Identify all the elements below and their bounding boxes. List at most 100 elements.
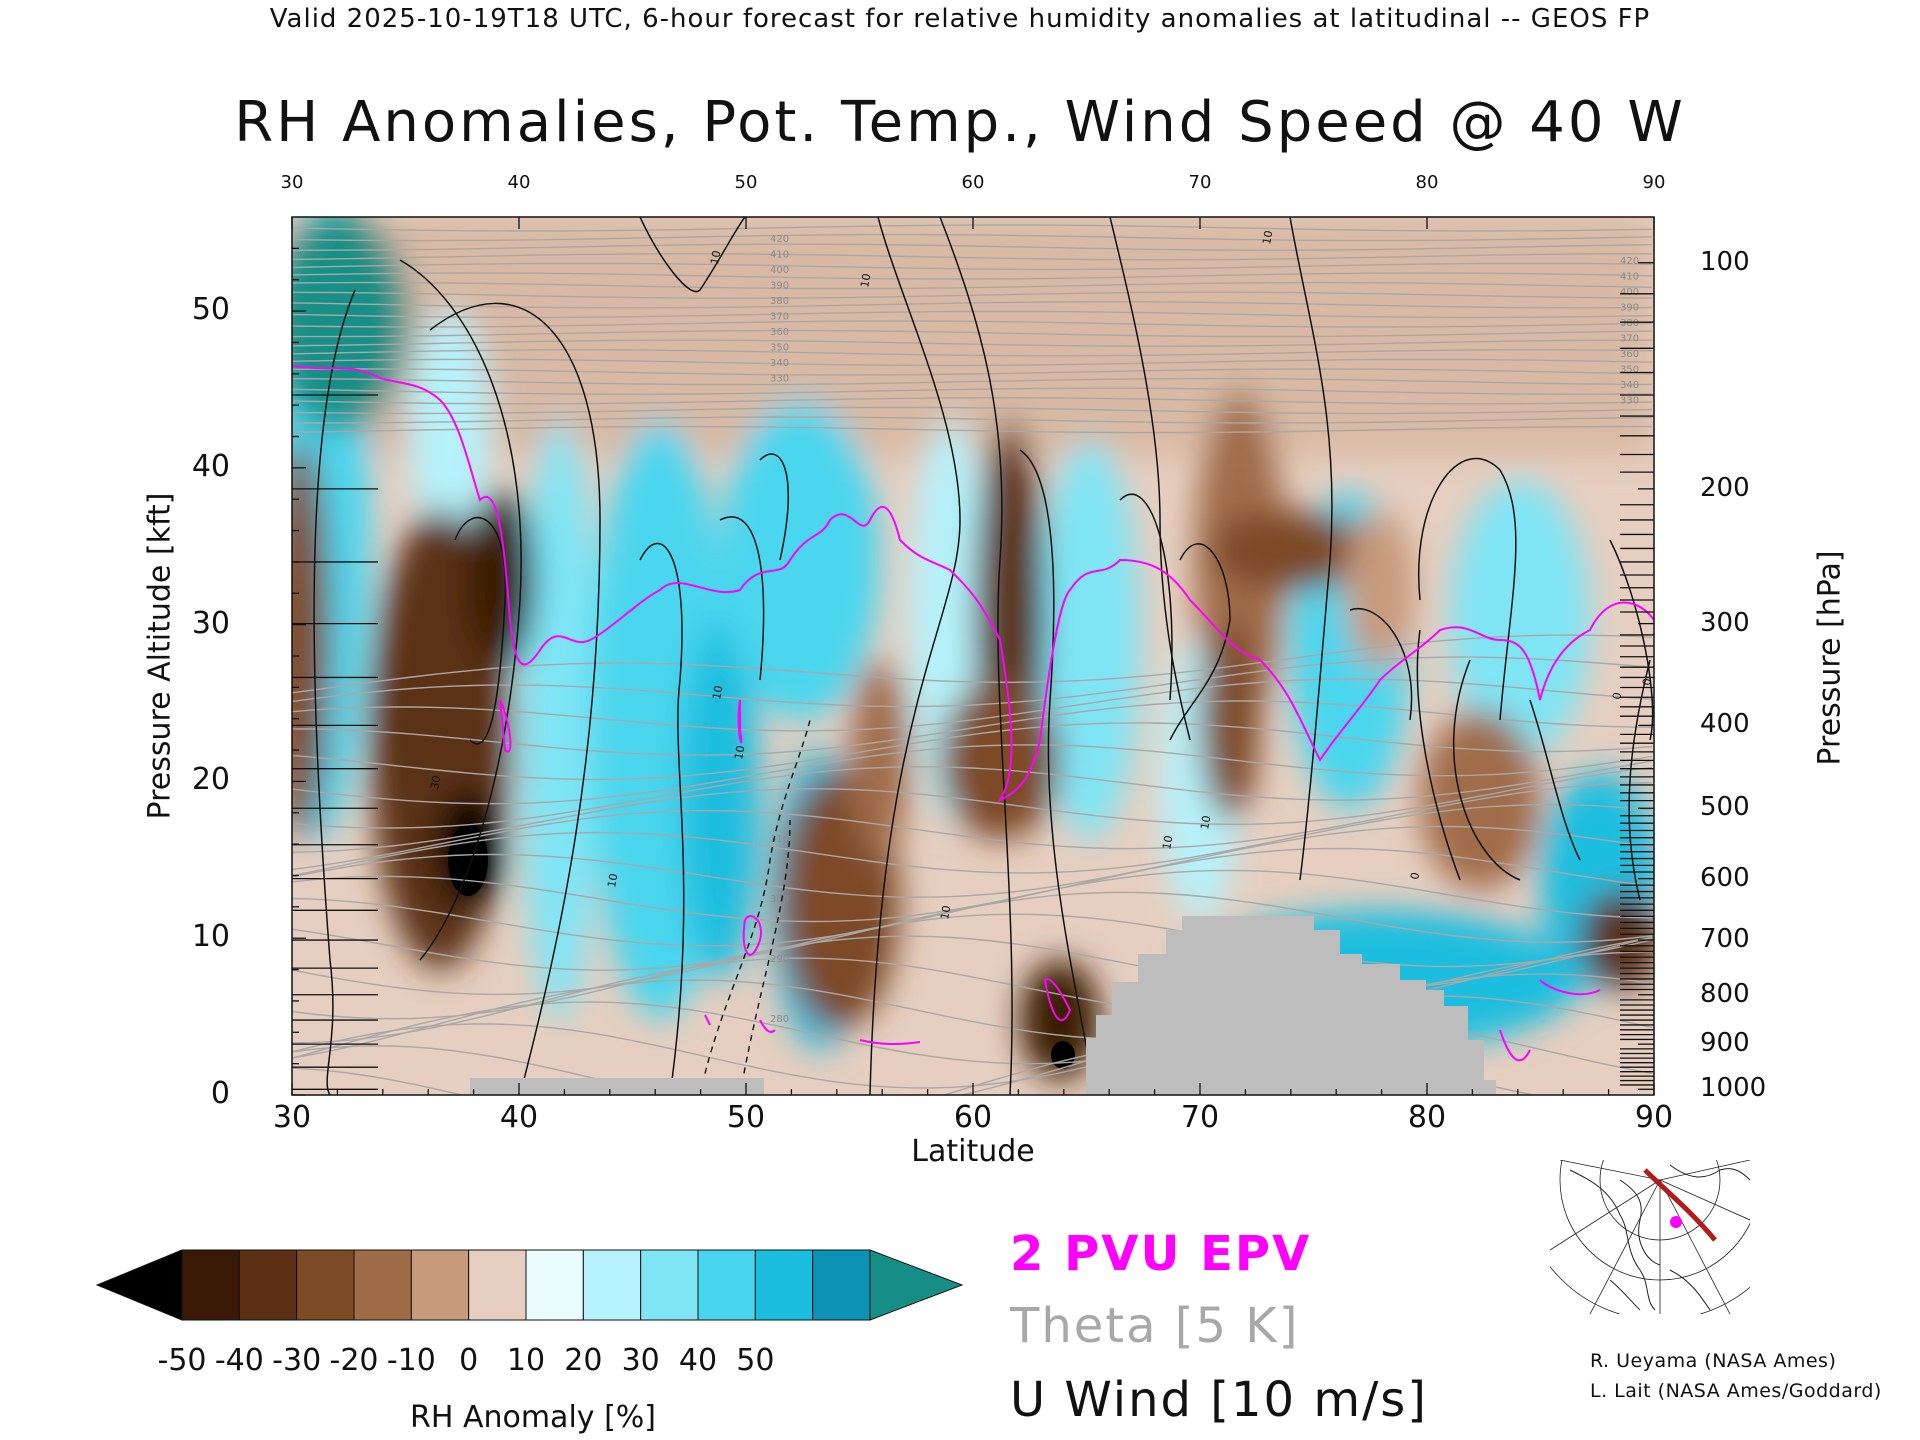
legend-theta: Theta [5 K] bbox=[1010, 1298, 1300, 1354]
x-tick-label-top: 70 bbox=[1188, 172, 1212, 193]
epv-2pvu-contour bbox=[292, 365, 1654, 1062]
u-wind-contours-dashed bbox=[699, 719, 811, 1095]
theta-contour bbox=[292, 416, 1653, 424]
pressure-tick-label: 100 bbox=[1700, 246, 1750, 277]
wind-label: 10 bbox=[1260, 229, 1275, 245]
x-tick-label: 50 bbox=[726, 1100, 766, 1135]
x-tick-label-top: 40 bbox=[507, 172, 531, 193]
colorbar-box bbox=[582, 1249, 642, 1321]
theta-contour bbox=[292, 243, 1653, 251]
x-tick-label: 30 bbox=[272, 1100, 312, 1135]
y-tick-label: 10 bbox=[191, 919, 230, 955]
colorbar-tick-label: -50 bbox=[157, 1343, 207, 1378]
theta-contour bbox=[292, 281, 1653, 290]
theta-label: 280 bbox=[770, 1014, 789, 1025]
theta-contour bbox=[292, 339, 1652, 347]
y-tick-label: 20 bbox=[191, 762, 230, 798]
theta-contour bbox=[292, 782, 1653, 871]
theta-contour bbox=[292, 847, 1653, 923]
theta-contour bbox=[292, 377, 1653, 386]
theta-label-right: 350 bbox=[1620, 365, 1639, 376]
wind-label: 10 bbox=[1198, 814, 1213, 830]
colorbar-box bbox=[812, 1249, 871, 1321]
colorbar-tick-label: 40 bbox=[678, 1343, 718, 1378]
pressure-axis-ticks bbox=[292, 262, 1654, 1090]
theta-contour bbox=[292, 368, 1653, 376]
theta-label-right: 390 bbox=[1620, 303, 1639, 314]
wind-label: 10 bbox=[938, 904, 953, 920]
theta-label: 350 bbox=[770, 343, 789, 354]
credit-line-1: R. Ueyama (NASA Ames) bbox=[1590, 1350, 1837, 1372]
x-tick-label-top: 90 bbox=[1642, 172, 1666, 193]
colorbar-box bbox=[754, 1249, 814, 1321]
x-axis-label: Latitude bbox=[911, 1134, 1035, 1169]
wind-label: 30 bbox=[428, 774, 443, 790]
legend-wind: U Wind [10 m/s] bbox=[1010, 1372, 1429, 1428]
wind-label: 10 bbox=[710, 684, 725, 700]
pressure-tick-label: 700 bbox=[1700, 924, 1750, 955]
x-tick-label: 70 bbox=[1180, 1100, 1220, 1135]
theta-label-right: 380 bbox=[1620, 318, 1639, 329]
wind-label: 0 bbox=[1408, 871, 1422, 880]
theta-contour bbox=[292, 349, 1653, 357]
rh-anomaly-field: 420 420 410 410 400 400 390 390 380 380 370 370 360 3… bbox=[292, 217, 1654, 1095]
theta-label-right: 420 bbox=[1620, 256, 1639, 267]
x-tick-label-top: 60 bbox=[961, 172, 985, 193]
wind-label: 10 bbox=[1160, 834, 1175, 850]
y-axis-ticks bbox=[292, 247, 306, 1096]
y-tick-label: 30 bbox=[191, 605, 230, 641]
theta-label: 380 bbox=[770, 296, 789, 307]
theta-label: 400 bbox=[770, 265, 789, 276]
theta-contour bbox=[292, 678, 1653, 732]
theta-label: 290 bbox=[770, 954, 789, 965]
pressure-tick-label: 800 bbox=[1700, 978, 1750, 1009]
colorbar-box bbox=[410, 1249, 470, 1321]
theta-contour bbox=[292, 291, 1653, 299]
colorbar-box bbox=[353, 1249, 412, 1321]
pressure-tick-label: 200 bbox=[1700, 472, 1750, 503]
colorbar-box bbox=[181, 1249, 240, 1321]
colorbar-tick-label: 30 bbox=[621, 1343, 660, 1378]
theta-label-right: 410 bbox=[1620, 272, 1639, 283]
colorbar-box bbox=[296, 1249, 355, 1321]
colorbar-tick-label: -10 bbox=[386, 1343, 436, 1378]
x-axis-ticks bbox=[291, 217, 1655, 1095]
theta-label: 300 bbox=[770, 894, 789, 905]
u-wind-contours bbox=[313, 217, 1654, 1095]
theta-contour bbox=[292, 825, 1653, 898]
theta-label: 330 bbox=[770, 374, 789, 385]
theta-contour bbox=[292, 253, 1652, 261]
theta-contour bbox=[292, 358, 1653, 367]
theta-label-right: 340 bbox=[1620, 380, 1639, 391]
colorbar-tick-label: -20 bbox=[329, 1343, 379, 1378]
theta-label-right: 400 bbox=[1620, 287, 1639, 298]
wind-label: 0 bbox=[1640, 677, 1654, 686]
theta-label: 390 bbox=[770, 281, 789, 292]
colorbar-box bbox=[697, 1249, 756, 1321]
theta-contour bbox=[292, 397, 1653, 405]
theta-contour bbox=[292, 744, 1653, 805]
pressure-tick-label: 1000 bbox=[1700, 1073, 1767, 1104]
theta-contour bbox=[292, 760, 1653, 829]
credit-line-2: L. Lait (NASA Ames/Goddard) bbox=[1590, 1380, 1882, 1402]
theta-label: 340 bbox=[770, 358, 789, 369]
theta-label: 420 bbox=[770, 234, 789, 245]
theta-contour bbox=[292, 272, 1653, 280]
pressure-tick-label: 500 bbox=[1700, 792, 1750, 823]
chart-title: RH Anomalies, Pot. Temp., Wind Speed @ 4… bbox=[234, 90, 1686, 155]
theta-label-right: 370 bbox=[1620, 334, 1639, 345]
x-tick-label: 40 bbox=[499, 1100, 539, 1135]
pressure-tick-label: 600 bbox=[1700, 862, 1750, 893]
x-tick-label-top: 30 bbox=[280, 172, 304, 193]
theta-label: 310 bbox=[770, 834, 789, 845]
locator-map bbox=[1550, 1160, 1750, 1314]
x-tick-label: 90 bbox=[1634, 1100, 1674, 1135]
colorbar-tick-label: 10 bbox=[506, 1343, 546, 1378]
theta-label: 370 bbox=[770, 312, 789, 323]
theta-contour bbox=[292, 406, 1653, 415]
colorbar-tick-label: 50 bbox=[736, 1343, 775, 1378]
colorbar-tick-label: -40 bbox=[214, 1343, 264, 1378]
